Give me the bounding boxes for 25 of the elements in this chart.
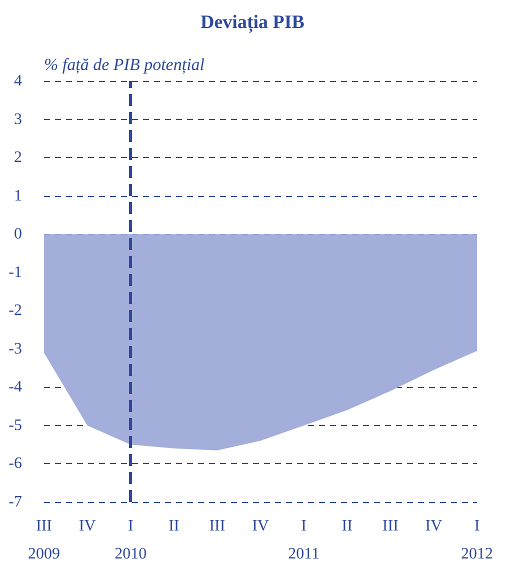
y-tick-label: -6 [8,455,22,472]
y-tick-label: -4 [8,378,22,396]
y-tick-label: 1 [14,187,22,204]
y-tick-label: 3 [14,110,22,128]
y-tick-label: 0 [14,226,22,243]
y-tick-label: -7 [8,494,22,510]
y-tick-label: -5 [8,416,22,434]
chart-title: Deviația PIB [200,12,305,33]
x-tick-label: II [342,518,352,534]
y-tick-label: 4 [14,72,22,90]
x-tick-label: I 2011 [288,518,320,562]
x-tick-label: II [168,518,180,534]
y-axis-title: % față de PIB potențial [44,55,205,74]
x-tick-label: IV [252,518,270,534]
x-tick-label: I 2012 [461,518,493,562]
x-tick-label: III [209,518,226,534]
x-tick-label: IV [78,518,96,534]
x-tick-label: I 2010 [114,518,147,562]
x-tick-label: III 2009 [28,518,60,562]
y-tick-label: -1 [8,264,22,281]
y-tick-label: -2 [8,302,22,320]
y-tick-label: 2 [14,149,22,166]
y-tick-label: -3 [8,340,22,358]
x-tick-label: IV [425,518,443,534]
x-tick-label: III [382,518,398,534]
